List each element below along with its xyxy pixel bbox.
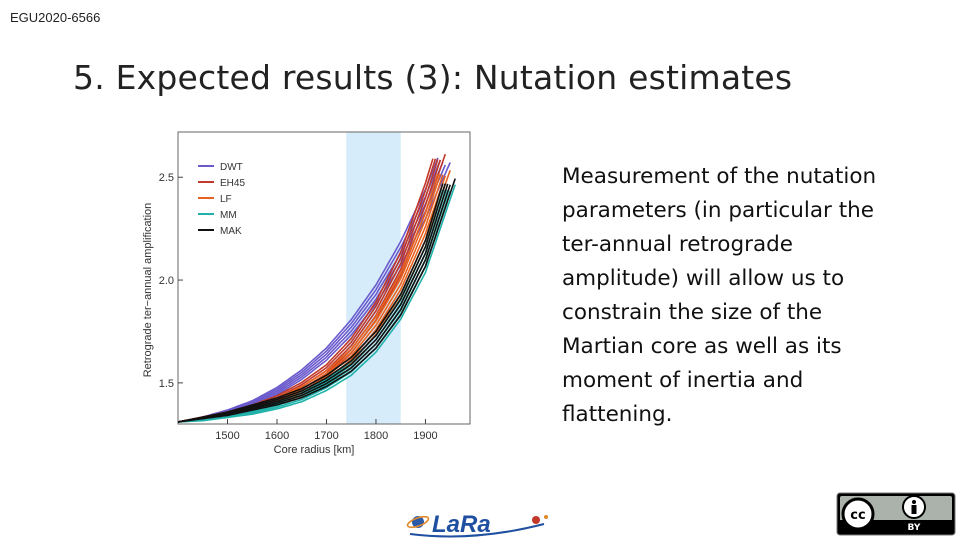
legend-label-dwt: DWT (220, 162, 243, 173)
plot-frame (177, 131, 471, 425)
x-axis-label: Core radius [km] (274, 444, 355, 456)
legend-label-eh45: EH45 (220, 178, 245, 189)
slide-title: 5. Expected results (3): Nutation estima… (73, 58, 793, 97)
lara-logo: LaRa (406, 511, 548, 538)
y-tick-label: 2.5 (159, 172, 174, 184)
cc-by-license-badge: cc BY (836, 492, 956, 536)
y-tick-label: 2.0 (159, 275, 174, 287)
lara-logo-text: LaRa (432, 511, 491, 538)
legend-label-lf: LF (220, 194, 232, 205)
x-tick-label: 1500 (215, 430, 239, 442)
x-tick-label: 1700 (314, 430, 338, 442)
y-axis-label: Retrograde ter−annual amplification (142, 203, 154, 378)
cc-icon (841, 497, 875, 531)
license-label: BY (908, 523, 921, 533)
x-tick-label: 1600 (265, 430, 289, 442)
series-line-dwt (177, 157, 439, 423)
svg-text:cc: cc (850, 508, 865, 523)
series-mak (177, 178, 456, 423)
abstract-id: EGU2020-6566 (10, 10, 101, 25)
body-text: Measurement of the nutation parameters (… (562, 164, 877, 427)
nutation-chart: 1500 1600 1700 1800 1900 1.5 2.0 2.5 Core radius… (142, 131, 471, 456)
x-tick-label: 1800 (364, 430, 388, 442)
legend-label-mak: MAK (220, 226, 242, 237)
legend-label-mm: MM (220, 210, 237, 221)
y-tick-label: 1.5 (159, 378, 174, 390)
series-line-mak (177, 183, 444, 423)
series-line-mak (177, 183, 447, 423)
x-tick-label: 1900 (413, 430, 437, 442)
